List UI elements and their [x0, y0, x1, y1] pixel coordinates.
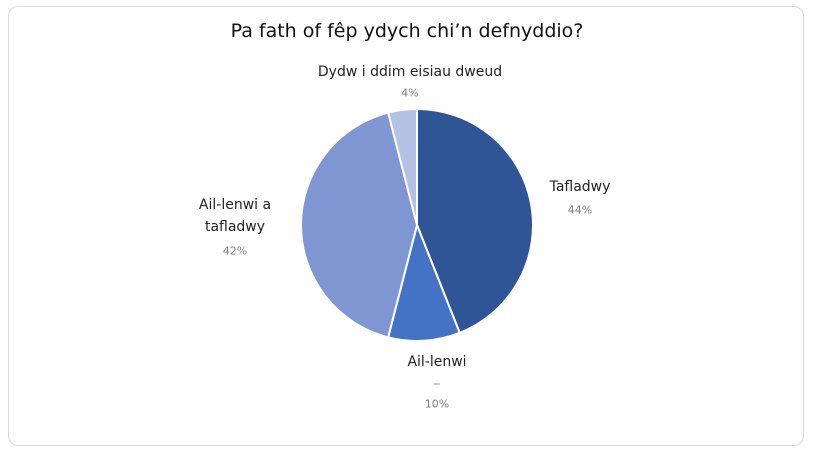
- slice-percent: 10%: [424, 397, 450, 411]
- pie-slice: [416, 107, 534, 335]
- slice-percent: 42%: [222, 244, 248, 258]
- slice-label: Ail-lenwi: [407, 354, 467, 370]
- chart-card: [8, 6, 804, 446]
- slice-percent: 4%: [401, 86, 419, 100]
- pie-slice: [386, 107, 418, 226]
- pie-slice: [386, 221, 462, 342]
- slice-percent: 44%: [567, 203, 593, 217]
- slice-label: Ail-lenwi a tafladwy: [198, 197, 272, 235]
- slice-label: Dydw i ddim eisiau dweud: [317, 64, 503, 80]
- chart-title: Pa fath of fêp ydych chi’n defnyddio?: [230, 20, 584, 42]
- pie-slice: [300, 111, 419, 339]
- slice-label: Tafladwy: [549, 179, 611, 195]
